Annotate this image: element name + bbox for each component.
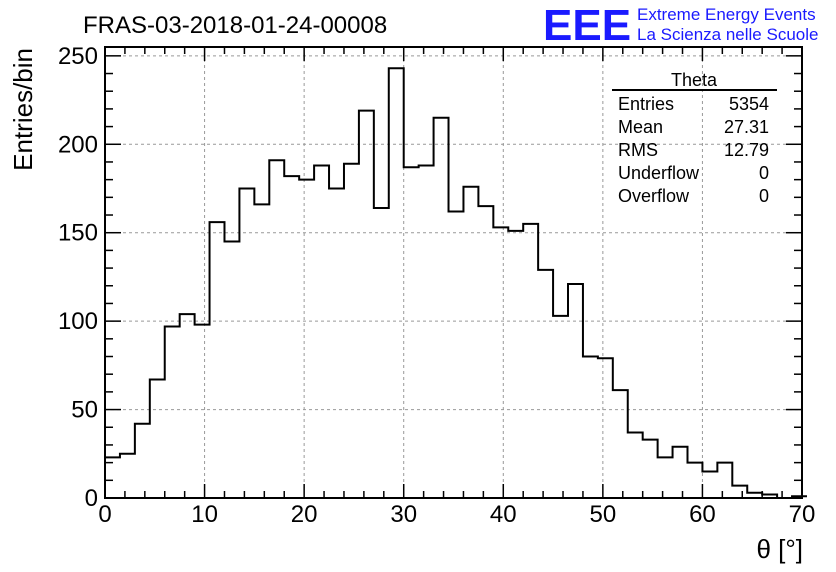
histogram-bin — [598, 358, 613, 498]
histogram-bin — [404, 167, 419, 498]
histogram-bin — [583, 357, 598, 498]
logo-line-2: La Scienza nelle Scuole — [637, 25, 818, 44]
x-tick-label: 40 — [490, 501, 517, 528]
histogram-bin — [419, 165, 434, 498]
histogram-bin — [180, 314, 195, 498]
stats-rms-label: RMS — [618, 140, 658, 160]
histogram-bin — [165, 326, 180, 498]
histogram-bin — [613, 390, 628, 498]
stats-box: Theta Entries 5354 Mean 27.31 RMS 12.79 … — [612, 70, 777, 206]
histogram-line — [105, 67, 807, 499]
histogram-bin — [553, 316, 568, 498]
stats-overflow-label: Overflow — [618, 186, 690, 206]
histogram-bin — [463, 187, 478, 498]
axis-ticks — [104, 47, 803, 499]
stats-overflow-value: 0 — [759, 186, 769, 206]
histogram-bin — [478, 206, 493, 498]
histogram-bin — [329, 188, 344, 498]
plot-frame — [104, 46, 803, 499]
logo-line-1: Extreme Energy Events — [637, 5, 816, 24]
stats-underflow-label: Underflow — [618, 163, 700, 183]
y-tick-label: 50 — [71, 397, 98, 424]
x-tick-label: 10 — [191, 501, 218, 528]
chart-title: FRAS-03-2018-01-24-00008 — [83, 12, 387, 39]
histogram-bin — [105, 457, 120, 498]
stats-title: Theta — [671, 70, 718, 90]
stats-rms-value: 12.79 — [724, 140, 769, 160]
histogram-bin — [269, 160, 284, 498]
x-tick-label: 30 — [390, 501, 417, 528]
histogram-bin — [254, 204, 269, 498]
histogram-bin — [359, 111, 374, 498]
stats-entries-value: 5354 — [729, 94, 769, 114]
histogram-bin — [508, 231, 523, 498]
y-tick-label: 150 — [58, 220, 98, 247]
histogram-bin — [284, 176, 299, 498]
histogram-bin — [120, 454, 135, 498]
histogram-bin — [687, 463, 702, 498]
histogram-bin — [299, 180, 314, 498]
histogram-bin — [344, 164, 359, 498]
stats-entries-label: Entries — [618, 94, 674, 114]
x-tick-label: 50 — [590, 501, 617, 528]
histogram-bin — [628, 433, 643, 498]
histogram-bin — [523, 224, 538, 498]
stats-mean-label: Mean — [618, 117, 663, 137]
histogram-bin — [717, 463, 732, 498]
y-tick-label: 200 — [58, 131, 98, 158]
x-axis-label: θ [°] — [756, 534, 803, 564]
y-tick-label: 250 — [58, 43, 98, 70]
x-tick-label: 60 — [689, 501, 716, 528]
histogram-bin — [732, 486, 747, 498]
logo: EEE Extreme Energy Events La Scienza nel… — [543, 1, 818, 50]
stats-underflow-value: 0 — [759, 163, 769, 183]
histogram-bin — [210, 222, 225, 498]
histogram-bin — [673, 447, 688, 498]
y-tick-label: 100 — [58, 308, 98, 335]
histogram-bin — [702, 471, 717, 498]
histogram-bin — [150, 380, 165, 498]
histogram-bin — [449, 211, 464, 498]
histogram-bin — [493, 227, 508, 498]
histogram-bin — [135, 424, 150, 498]
y-axis-label: Entries/bin — [8, 48, 38, 171]
histogram-bin — [643, 440, 658, 498]
histogram-bin — [374, 208, 389, 498]
y-tick-labels: 0 50 100 150 200 250 — [58, 43, 98, 512]
x-tick-labels: 0 10 20 30 40 50 60 70 — [98, 501, 815, 528]
histogram-bin — [568, 284, 583, 498]
y-tick-label: 0 — [85, 485, 98, 512]
histogram-bin — [538, 270, 553, 498]
histogram-bin — [224, 242, 239, 498]
x-tick-label: 20 — [291, 501, 318, 528]
histogram-bin — [314, 165, 329, 498]
eee-logo: EEE — [543, 1, 631, 50]
histogram-bin — [239, 188, 254, 498]
grid-lines — [105, 47, 802, 498]
x-tick-label: 70 — [789, 501, 816, 528]
x-tick-label: 0 — [98, 501, 111, 528]
histogram-bin — [658, 457, 673, 498]
histogram-bin — [195, 325, 210, 498]
histogram-bin — [389, 68, 404, 498]
stats-mean-value: 27.31 — [724, 117, 769, 137]
histogram-bin — [434, 118, 449, 498]
